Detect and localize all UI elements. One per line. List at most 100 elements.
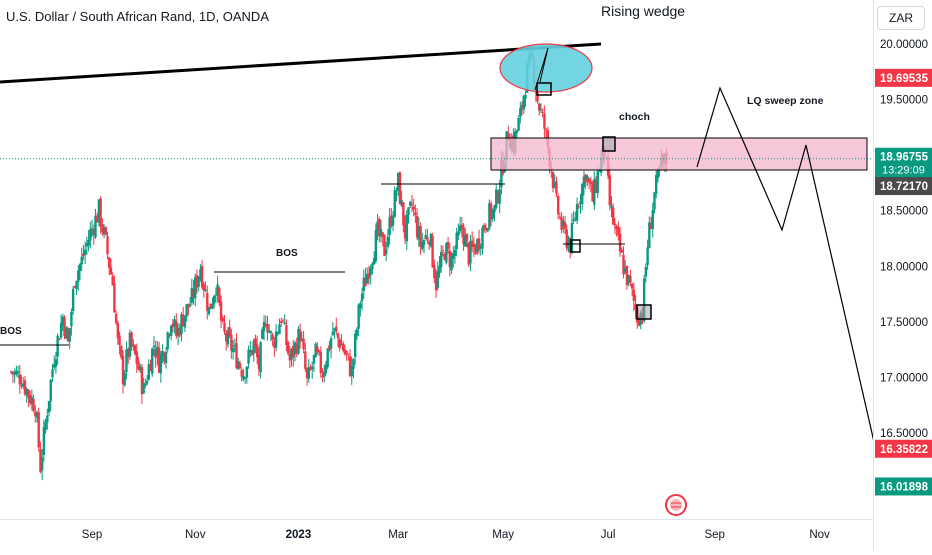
candle-body[interactable] <box>53 364 56 368</box>
candle-body[interactable] <box>575 203 579 221</box>
candle-body[interactable] <box>448 250 451 267</box>
candle-body[interactable] <box>175 321 178 337</box>
candle-body[interactable] <box>305 368 309 378</box>
candle-body[interactable] <box>154 349 157 358</box>
candle-body[interactable] <box>644 266 648 277</box>
candle-body[interactable] <box>541 111 544 113</box>
candle-body[interactable] <box>94 215 97 238</box>
candle-body[interactable] <box>249 350 252 353</box>
candle-body[interactable] <box>102 227 106 235</box>
candle-body[interactable] <box>185 304 188 317</box>
candle-body[interactable] <box>593 179 596 205</box>
candle-body[interactable] <box>333 328 336 331</box>
candle-body[interactable] <box>121 355 125 385</box>
currency-selector-button[interactable]: ZAR <box>877 6 925 30</box>
candle-body[interactable] <box>520 105 524 109</box>
candle-body[interactable] <box>10 371 13 373</box>
candle-body[interactable] <box>109 267 113 275</box>
projection-path[interactable] <box>696 86 878 456</box>
candle-body[interactable] <box>73 286 77 288</box>
candle-body[interactable] <box>381 232 384 237</box>
candle-body[interactable] <box>278 324 281 335</box>
candle-body[interactable] <box>280 321 283 323</box>
candle-body[interactable] <box>582 176 586 188</box>
candle-body[interactable] <box>13 371 16 375</box>
candle-body[interactable] <box>164 352 168 364</box>
candle-body[interactable] <box>286 342 290 354</box>
candle-body[interactable] <box>89 229 92 241</box>
candle-body[interactable] <box>63 317 66 337</box>
candle-body[interactable] <box>163 352 166 362</box>
candle-body[interactable] <box>341 343 345 351</box>
candle-body[interactable] <box>188 304 192 307</box>
candle-body[interactable] <box>78 264 82 272</box>
candle-body[interactable] <box>467 242 470 265</box>
candle-body[interactable] <box>374 230 378 262</box>
candle-body[interactable] <box>496 191 500 203</box>
candle-body[interactable] <box>591 184 594 202</box>
marker-box-bottom[interactable] <box>636 304 652 320</box>
candle-body[interactable] <box>596 171 599 194</box>
candle-body[interactable] <box>488 203 491 229</box>
candle-body[interactable] <box>309 368 312 370</box>
candle-body[interactable] <box>567 240 570 250</box>
candle-body[interactable] <box>612 207 615 225</box>
candle-body[interactable] <box>577 206 580 208</box>
candle-body[interactable] <box>618 233 622 252</box>
candle-body[interactable] <box>350 366 353 377</box>
candle-body[interactable] <box>255 344 259 358</box>
candle-body[interactable] <box>56 335 59 357</box>
candle-body[interactable] <box>634 303 637 310</box>
candle-body[interactable] <box>51 369 54 378</box>
candle-body[interactable] <box>61 316 64 327</box>
candle-body[interactable] <box>584 174 587 183</box>
candle-body[interactable] <box>434 275 438 291</box>
candle-body[interactable] <box>276 332 279 335</box>
candle-body[interactable] <box>28 395 32 404</box>
candle-body[interactable] <box>261 329 264 339</box>
candle-body[interactable] <box>70 311 73 327</box>
candle-body[interactable] <box>22 383 25 387</box>
candle-body[interactable] <box>400 200 403 206</box>
candle-body[interactable] <box>314 343 317 358</box>
candle-body[interactable] <box>128 332 132 357</box>
candle-body[interactable] <box>151 348 154 374</box>
candle-body[interactable] <box>312 355 316 364</box>
candle-body[interactable] <box>486 228 489 232</box>
candle-body[interactable] <box>642 278 646 322</box>
candle-body[interactable] <box>653 192 656 210</box>
candle-body[interactable] <box>254 338 257 347</box>
candle-body[interactable] <box>195 275 199 288</box>
candle-body[interactable] <box>563 222 567 230</box>
candle-body[interactable] <box>329 338 333 349</box>
candle-body[interactable] <box>207 306 211 315</box>
candle-body[interactable] <box>302 338 305 350</box>
marker-box-top[interactable] <box>536 82 552 96</box>
candle-body[interactable] <box>409 202 412 206</box>
candle-body[interactable] <box>414 212 417 216</box>
candle-body[interactable] <box>142 383 145 394</box>
candle-body[interactable] <box>500 159 503 188</box>
candle-body[interactable] <box>214 294 218 296</box>
candle-body[interactable] <box>298 330 302 342</box>
candle-body[interactable] <box>484 227 488 230</box>
candle-body[interactable] <box>553 182 556 187</box>
candle-body[interactable] <box>570 223 574 253</box>
candle-body[interactable] <box>383 235 386 256</box>
candle-body[interactable] <box>266 323 269 333</box>
candle-body[interactable] <box>323 371 326 377</box>
candle-body[interactable] <box>34 411 37 417</box>
candle-body[interactable] <box>92 229 95 236</box>
candle-body[interactable] <box>206 292 209 311</box>
candle-body[interactable] <box>364 277 367 287</box>
candle-body[interactable] <box>18 374 21 385</box>
candle-body[interactable] <box>168 334 171 336</box>
candle-body[interactable] <box>281 320 285 322</box>
candle-body[interactable] <box>293 342 297 355</box>
candle-body[interactable] <box>360 293 364 302</box>
candle-body[interactable] <box>111 276 114 286</box>
candle-body[interactable] <box>39 449 42 473</box>
candle-body[interactable] <box>30 397 34 404</box>
candle-body[interactable] <box>493 205 496 213</box>
candle-body[interactable] <box>173 319 176 327</box>
